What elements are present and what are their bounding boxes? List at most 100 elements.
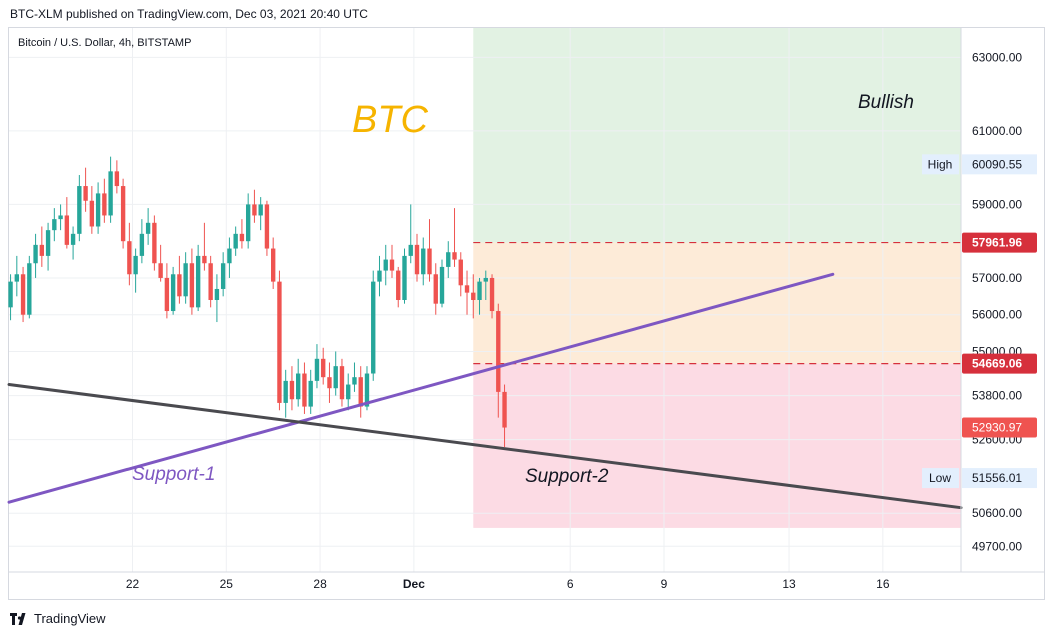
- trendline-0: [7, 272, 835, 504]
- candle-body-44: [283, 380, 288, 403]
- candle-body-30: [195, 255, 201, 308]
- candle-body-70: [446, 252, 451, 267]
- candle-body-55: [352, 377, 357, 385]
- marker-box-0: [962, 154, 1037, 175]
- candle-body-64: [408, 244, 413, 256]
- marker-tag-box-0: [922, 154, 959, 175]
- y-tick-label-8: 50600.00: [972, 506, 1022, 520]
- support1-annotation: Support-1: [132, 464, 215, 485]
- candle-body-5: [39, 244, 45, 256]
- candle-body-4: [33, 244, 38, 264]
- candle-body-68: [433, 274, 438, 304]
- y-tick-label-2: 59000.00: [972, 197, 1022, 211]
- bullish-annotation: Bullish: [858, 92, 914, 113]
- zone-0: [473, 28, 961, 243]
- candle-body-61: [389, 259, 395, 271]
- candle-body-67: [427, 248, 432, 275]
- x-tick-label-7: 16: [876, 577, 890, 591]
- candle-body-41: [264, 204, 270, 249]
- candle-body-24: [158, 263, 163, 278]
- candle-body-54: [346, 384, 351, 400]
- candle-body-2: [20, 274, 26, 315]
- y-tick-label-6: 53800.00: [972, 389, 1022, 403]
- levels-layer: [473, 241, 961, 365]
- candle-body-43: [277, 281, 282, 403]
- level-price-label-1: 54669.06: [972, 357, 1022, 371]
- candle-body-51: [327, 377, 332, 389]
- candle-body-71: [452, 252, 457, 260]
- annotations-layer: BTC Bullish Support-1 Support-2: [132, 92, 914, 487]
- candle-body-31: [202, 255, 207, 264]
- candle-body-49: [314, 358, 320, 381]
- candle-body-35: [227, 248, 232, 264]
- y-tick-label-4: 56000.00: [972, 308, 1022, 322]
- candle-body-63: [402, 255, 407, 300]
- zones-layer: [473, 28, 961, 528]
- candle-body-42: [270, 248, 276, 282]
- candle-body-14: [95, 193, 101, 227]
- candle-body-19: [127, 241, 132, 275]
- candle-body-33: [214, 288, 220, 300]
- x-tick-label-0: 22: [126, 577, 140, 591]
- candle-body-58: [371, 281, 376, 374]
- tradingview-logo-icon: [10, 612, 28, 625]
- candle-body-16: [108, 171, 113, 216]
- level-price-label-0: 57961.96: [972, 236, 1022, 250]
- candle-body-76: [483, 277, 488, 282]
- candle-body-37: [239, 233, 245, 242]
- candle-body-47: [302, 373, 307, 407]
- price-axis: 63000.00 61000.00 59000.00 57000.00 56000.00…: [922, 50, 1037, 553]
- candle-body-9: [64, 215, 70, 245]
- candle-body-73: [464, 285, 470, 293]
- candle-body-46: [296, 373, 301, 400]
- trendline-1: [7, 383, 963, 510]
- candle-body-60: [383, 259, 388, 271]
- candle-body-21: [139, 233, 145, 256]
- candle-body-17: [114, 171, 120, 187]
- x-tick-label-4: 6: [567, 577, 574, 591]
- zone-2: [473, 363, 961, 528]
- candle-body-53: [339, 366, 345, 400]
- y-tick-label-9: 49700.00: [972, 539, 1022, 553]
- candle-body-6: [45, 230, 51, 256]
- candle-body-48: [308, 380, 313, 407]
- candle-body-65: [414, 244, 420, 275]
- support2-annotation: Support-2: [525, 466, 609, 487]
- candle-body-78: [496, 311, 501, 392]
- y-tick-label-0: 63000.00: [972, 50, 1022, 64]
- marker-label-2: 51556.01: [972, 471, 1022, 485]
- level-price-box-1: [962, 353, 1037, 374]
- x-tick-label-2: 28: [313, 577, 327, 591]
- candle-body-62: [396, 270, 401, 300]
- candle-body-34: [220, 263, 226, 289]
- candle-body-25: [164, 277, 170, 312]
- candle-body-50: [321, 358, 326, 378]
- candle-body-23: [152, 222, 157, 264]
- symbol-label: Bitcoin / U.S. Dollar, 4h, BITSTAMP: [18, 37, 191, 49]
- candle-body-38: [245, 204, 251, 242]
- candle-body-40: [258, 204, 263, 216]
- candle-body-69: [439, 266, 445, 304]
- candle-body-22: [145, 222, 151, 234]
- candle-body-18: [120, 186, 126, 242]
- marker-box-1: [962, 417, 1037, 438]
- marker-box-2: [962, 468, 1037, 489]
- candle-body-32: [208, 263, 213, 300]
- candle-body-20: [133, 255, 138, 275]
- candle-body-0: [8, 281, 13, 308]
- candle-body-77: [489, 277, 495, 312]
- candle-body-59: [377, 270, 382, 282]
- candle-body-15: [102, 193, 107, 216]
- zone-1: [473, 242, 961, 364]
- candle-body-56: [358, 377, 363, 407]
- candle-body-79: [502, 391, 507, 428]
- marker-label-0: 60090.55: [972, 157, 1022, 171]
- y-tick-label-3: 57000.00: [972, 271, 1022, 285]
- candle-body-7: [52, 219, 57, 231]
- candle-body-3: [27, 263, 32, 315]
- candle-body-28: [183, 263, 188, 297]
- candle-body-13: [89, 200, 95, 227]
- marker-tag-box-2: [922, 468, 959, 489]
- marker-tag-2: Low: [929, 471, 951, 485]
